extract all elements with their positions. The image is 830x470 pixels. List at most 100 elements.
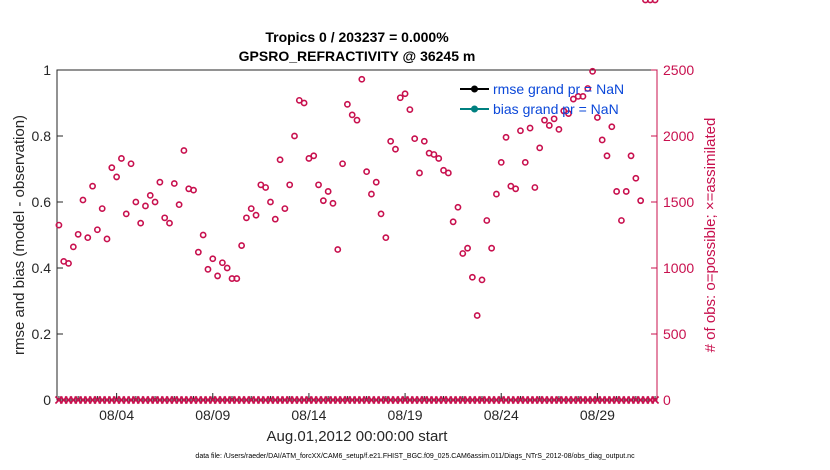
right-tick-label: 1500 [663, 194, 694, 210]
possible-point [589, 67, 596, 75]
possible-point [305, 155, 313, 162]
possible-point [281, 205, 289, 212]
x-tick-label: 08/09 [195, 407, 230, 423]
possible-point [113, 173, 121, 181]
possible-point [622, 188, 630, 195]
possible-point [247, 205, 255, 212]
x-axis-label: Aug.01,2012 00:00:00 start [267, 428, 449, 445]
possible-point [387, 137, 395, 145]
possible-point [368, 190, 375, 198]
possible-point [233, 275, 241, 282]
x-tick-label: 08/24 [484, 407, 519, 423]
possible-point [161, 214, 169, 222]
right-y-axis-label: # of obs: o=possible; ×=assimilated [702, 118, 719, 353]
possible-point [295, 96, 303, 104]
possible-point [478, 276, 486, 284]
possible-point [324, 188, 332, 195]
possible-point [382, 234, 390, 242]
possible-point [531, 184, 539, 191]
possible-series [55, 0, 659, 319]
possible-point [74, 230, 82, 238]
possible-point [358, 75, 366, 83]
possible-point [613, 188, 621, 195]
possible-point [637, 197, 645, 205]
possible-point [512, 185, 520, 193]
possible-point [569, 95, 577, 103]
possible-point [329, 199, 337, 207]
possible-point [190, 186, 197, 194]
possible-point [98, 205, 106, 212]
possible-point [146, 191, 154, 199]
possible-point [276, 156, 284, 164]
possible-point [286, 181, 294, 189]
possible-point [199, 231, 207, 239]
possible-point [79, 196, 87, 204]
possible-point [84, 234, 92, 242]
possible-point [497, 158, 505, 166]
possible-point [444, 169, 452, 177]
possible-point [339, 160, 346, 168]
possible-point [536, 144, 544, 152]
possible-point [93, 226, 101, 234]
possible-point [166, 219, 173, 227]
possible-point [545, 122, 553, 129]
possible-point [411, 135, 419, 143]
possible-point [262, 184, 270, 191]
possible-point [108, 164, 116, 172]
possible-point [127, 160, 135, 168]
possible-point [454, 203, 462, 211]
possible-point [372, 178, 380, 186]
possible-point [488, 244, 496, 252]
right-tick-label: 1000 [663, 260, 694, 276]
possible-point [353, 116, 361, 124]
left-tick-label: 0 [43, 392, 51, 408]
possible-point [473, 312, 481, 319]
possible-point [243, 214, 250, 222]
x-tick-label: 08/19 [388, 407, 423, 423]
right-tick-label: 500 [663, 326, 687, 342]
legend: rmse grand pr = NaN bias grand pr = NaN [460, 81, 624, 117]
possible-point [291, 132, 298, 140]
possible-point [392, 145, 399, 153]
assimilated-point [651, 395, 660, 405]
possible-point [132, 198, 140, 206]
possible-point [579, 93, 587, 100]
possible-point [464, 244, 471, 252]
x-axis: 08/04 08/09 08/14 08/19 08/24 08/29 [58, 393, 656, 423]
data-file-footer: data file: /Users/raeder/DAI/ATM_forcXX/… [195, 453, 635, 460]
x-tick-label: 08/29 [580, 407, 615, 423]
possible-point [593, 114, 601, 121]
possible-point [218, 259, 226, 267]
right-tick-label: 0 [663, 392, 671, 408]
plot-area [56, 69, 658, 401]
possible-point [642, 0, 649, 4]
possible-point [420, 137, 428, 145]
possible-point [223, 264, 231, 272]
possible-point [122, 210, 130, 218]
possible-point [348, 111, 356, 119]
possible-point [565, 110, 572, 117]
possible-point [363, 168, 371, 176]
possible-point [459, 250, 467, 257]
possible-point [401, 90, 409, 98]
possible-point [257, 181, 265, 189]
possible-point [493, 190, 500, 198]
possible-point [252, 211, 260, 219]
right-tick-label: 2500 [663, 62, 694, 78]
possible-point [204, 265, 212, 273]
possible-point [118, 155, 125, 162]
chart-title-line2: GPSRO_REFRACTIVITY @ 36245 m [239, 48, 476, 64]
possible-point [175, 201, 183, 209]
possible-point [416, 169, 423, 177]
possible-point [156, 178, 164, 186]
x-tick-label: 08/14 [291, 407, 326, 423]
possible-point [526, 124, 534, 132]
possible-point [440, 166, 447, 174]
possible-point [55, 221, 63, 229]
left-tick-label: 0.4 [32, 260, 52, 276]
possible-point [238, 242, 246, 249]
possible-point [651, 0, 659, 4]
possible-point [214, 272, 221, 280]
assimilated-series [54, 395, 660, 405]
